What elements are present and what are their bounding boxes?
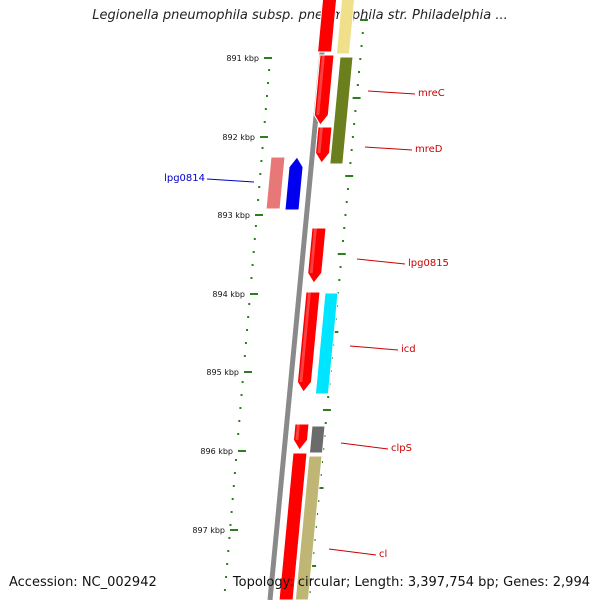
- feature-highlight: [317, 127, 323, 153]
- cog-bar-pale-yellow[interactable]: [335, 0, 356, 55]
- gene-label-mreD[interactable]: mreD: [415, 144, 443, 155]
- gene-label-leader: [206, 178, 255, 183]
- gene-labels: mreC mreD lpg0814 lpg0815 icd clpS cl: [164, 88, 449, 560]
- scale-label: 897 kbp: [192, 526, 225, 535]
- cds-mreD[interactable]: [315, 126, 333, 164]
- cds-icd[interactable]: [296, 291, 321, 393]
- gene-label-lpg0814[interactable]: lpg0814: [164, 173, 205, 184]
- scale-label: 892 kbp: [222, 133, 255, 142]
- cds-cl[interactable]: [278, 452, 308, 600]
- gene-label-leader: [356, 258, 406, 265]
- cog-bar-khaki[interactable]: [294, 455, 323, 600]
- cds-clpS[interactable]: [292, 423, 310, 451]
- gene-label-lpg0815[interactable]: lpg0815: [408, 258, 449, 269]
- cds-mreC[interactable]: [313, 54, 335, 126]
- gene-label-cl[interactable]: cl: [379, 549, 387, 560]
- gene-label-mreC[interactable]: mreC: [418, 88, 445, 99]
- gene-label-leader: [349, 345, 399, 351]
- cds-lpg0814-shadow[interactable]: [265, 156, 286, 210]
- scale-label: 894 kbp: [212, 290, 245, 299]
- cds-lpg0814[interactable]: [284, 156, 304, 211]
- cog-bar-cyan[interactable]: [314, 292, 339, 395]
- gene-label-leader: [367, 90, 416, 95]
- cds-upstream[interactable]: [317, 0, 338, 53]
- gene-label-leader: [364, 146, 413, 151]
- accession-label: Accession: NC_002942: [9, 575, 157, 590]
- feature-highlight: [316, 55, 325, 115]
- scale-label: 891 kbp: [226, 54, 259, 63]
- gene-label-leader: [328, 548, 377, 556]
- scale-label: 896 kbp: [200, 447, 233, 456]
- cog-bar-olive[interactable]: [329, 56, 354, 165]
- scale-label: 893 kbp: [217, 211, 250, 220]
- gene-label-leader: [340, 442, 389, 450]
- cog-bar-grey[interactable]: [308, 425, 326, 454]
- cds-lpg0815[interactable]: [307, 227, 327, 284]
- gene-label-icd[interactable]: icd: [401, 344, 416, 355]
- scale-label: 895 kbp: [206, 368, 239, 377]
- page-title: Legionella pneumophila subsp. pneumophil…: [92, 8, 508, 23]
- gene-label-clpS[interactable]: clpS: [391, 443, 412, 454]
- topology-label: Topology: circular; Length: 3,397,754 bp…: [232, 575, 590, 590]
- feature-highlight: [309, 228, 317, 273]
- feature-highlight: [299, 292, 311, 382]
- feature-highlight: [295, 424, 300, 440]
- feature-track: [265, 0, 356, 600]
